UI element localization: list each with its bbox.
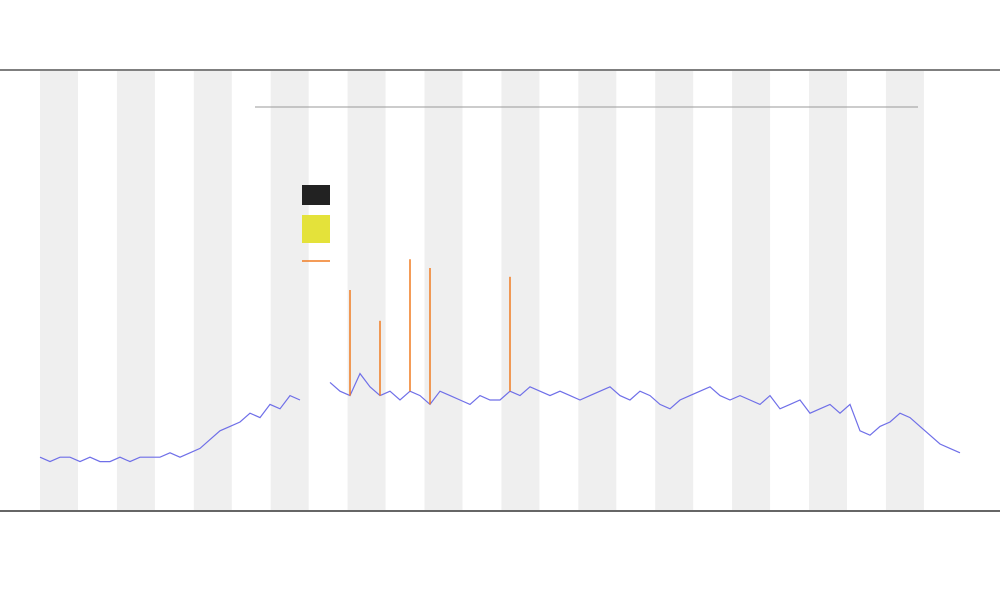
band bbox=[40, 71, 78, 510]
band bbox=[732, 71, 771, 510]
band bbox=[424, 71, 463, 510]
band bbox=[655, 71, 694, 510]
background-bands bbox=[40, 71, 924, 510]
band bbox=[885, 71, 924, 510]
band bbox=[193, 71, 232, 510]
band bbox=[578, 71, 617, 510]
line bbox=[39, 372, 961, 463]
band bbox=[347, 71, 386, 510]
band bbox=[809, 71, 847, 510]
annotation-box bbox=[302, 215, 330, 243]
band bbox=[270, 71, 309, 510]
band bbox=[116, 71, 155, 510]
band bbox=[501, 71, 540, 510]
annotation-box bbox=[302, 185, 330, 205]
